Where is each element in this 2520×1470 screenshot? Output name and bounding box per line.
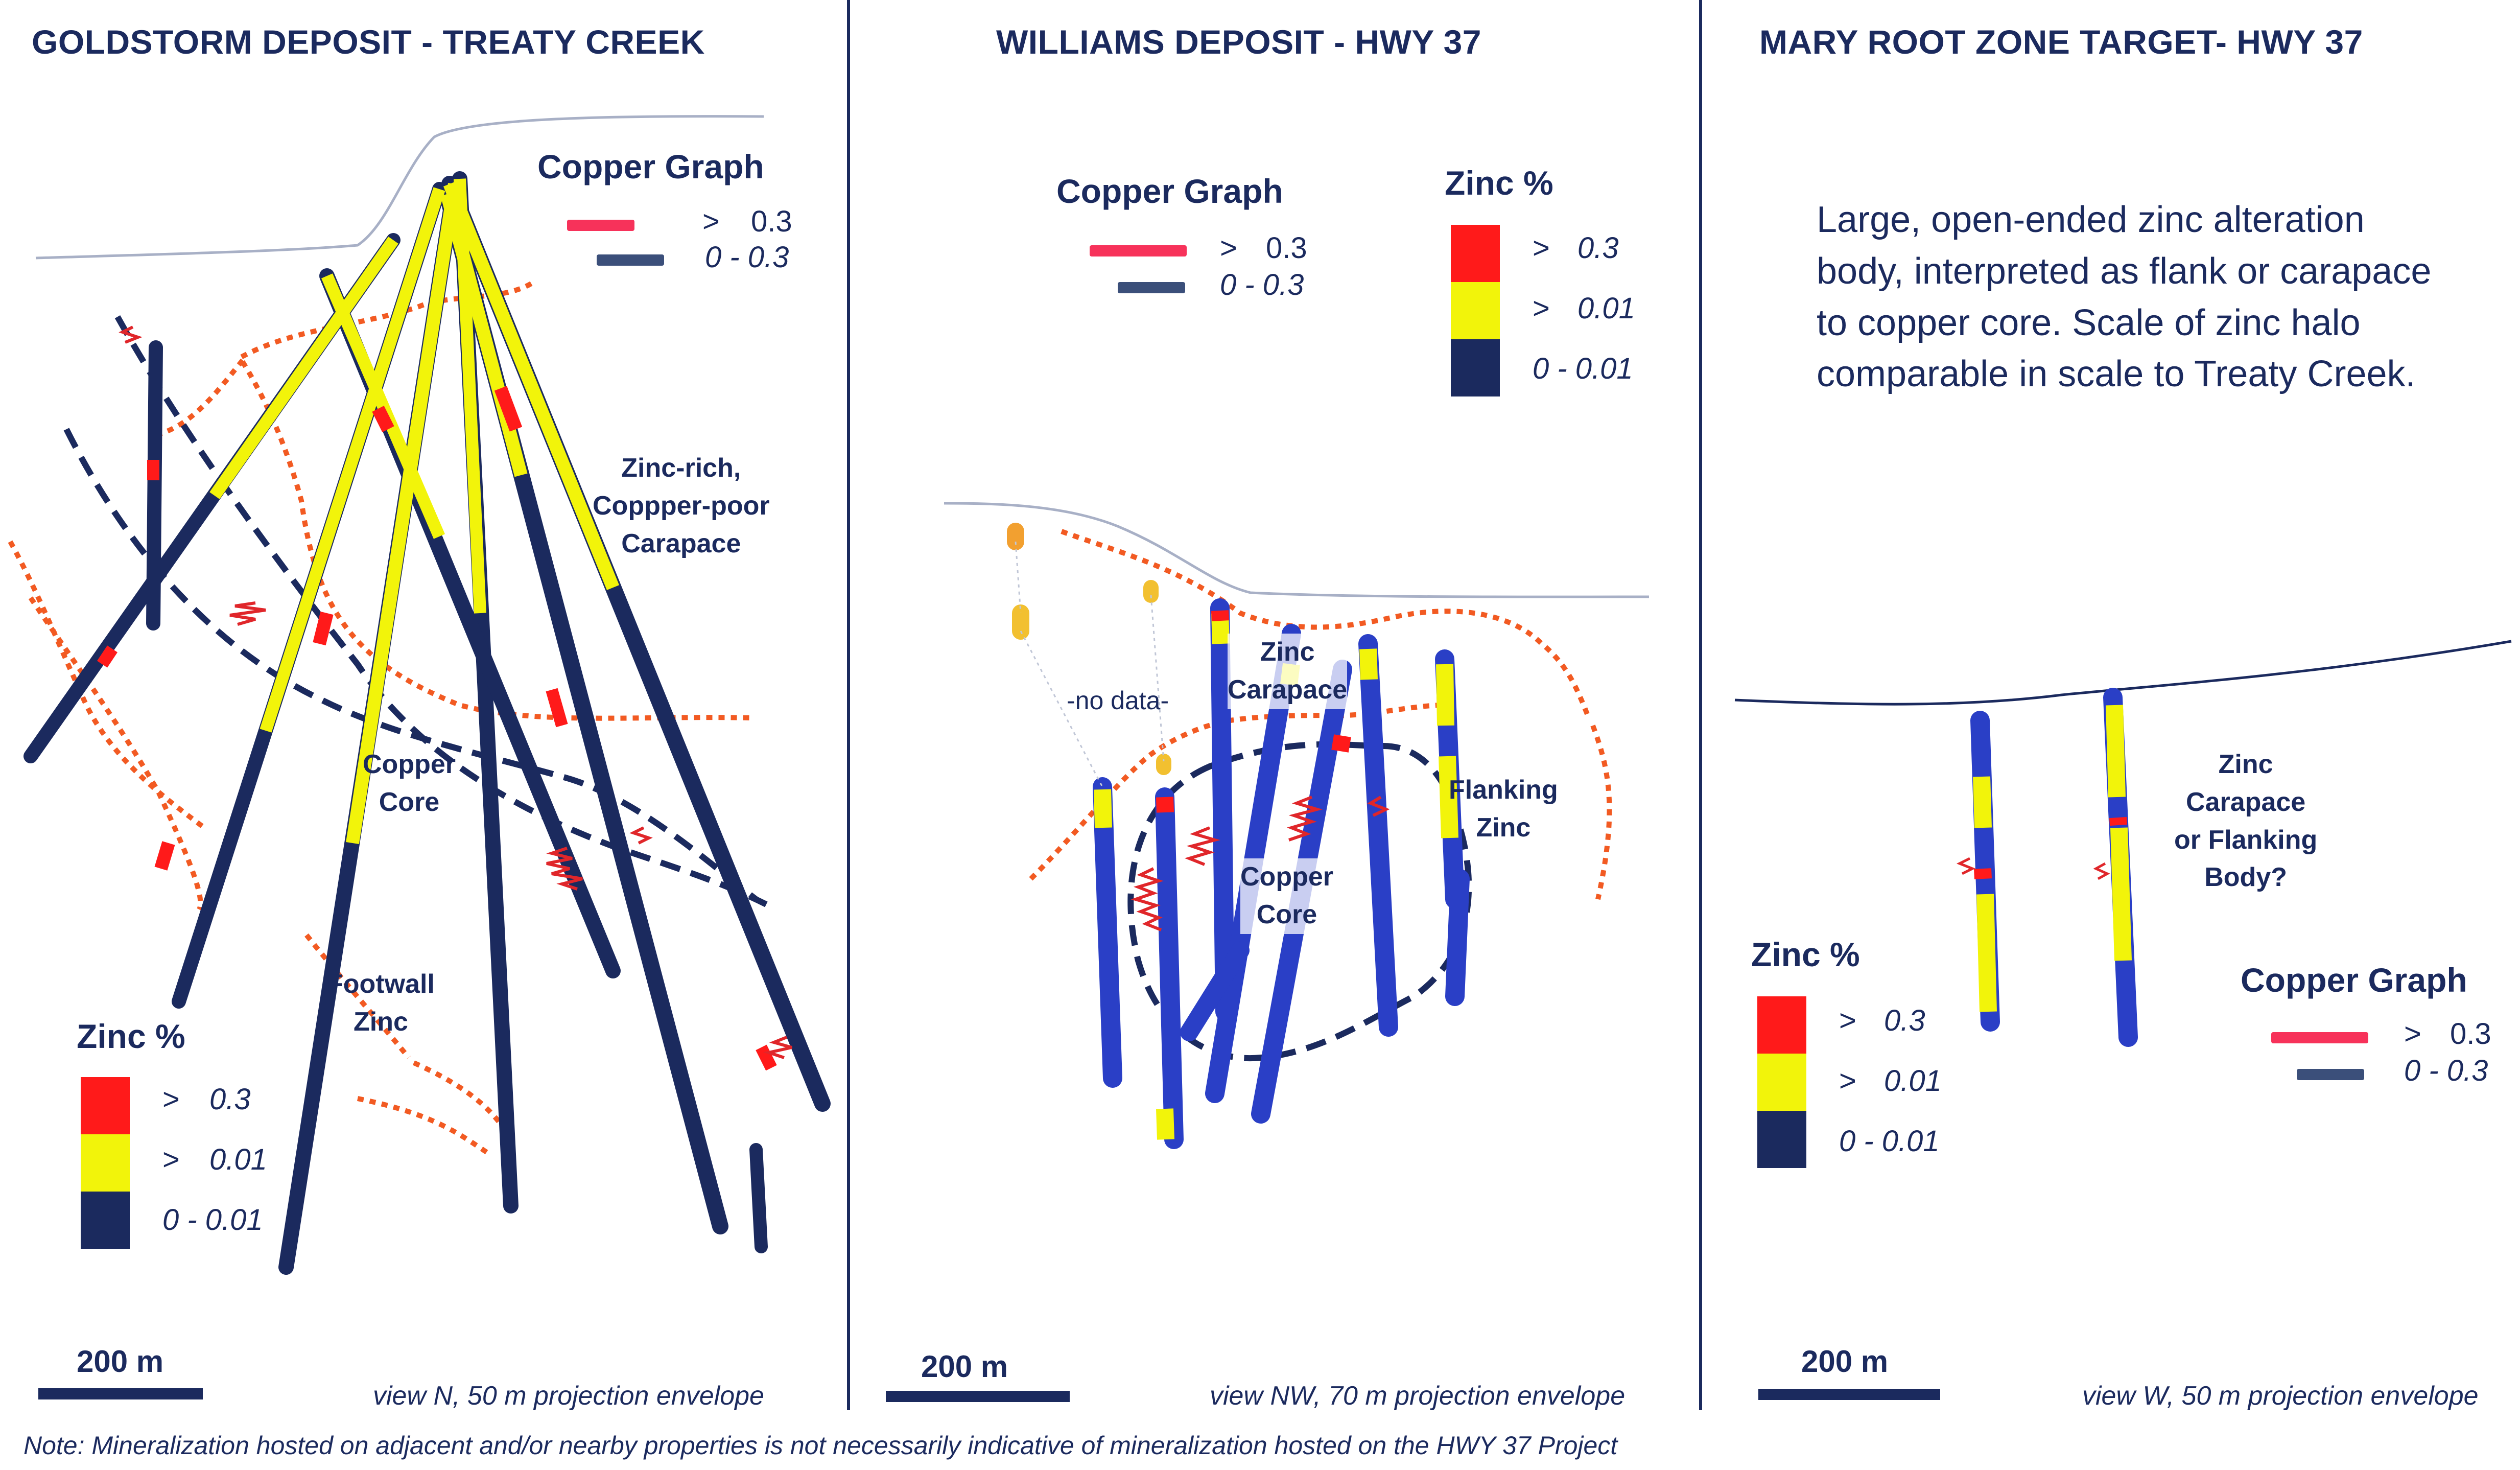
copper-assay-graphs xyxy=(1131,796,1390,931)
copper-assay-graphs xyxy=(119,325,792,1059)
zinc-mid-symbol: > xyxy=(1839,1064,1856,1098)
zinc-legend-title: Zinc % xyxy=(1751,936,1860,973)
zinc-mid-value: 0.01 xyxy=(1884,1064,1942,1098)
zinc-low-value: 0 - 0.01 xyxy=(1533,352,1633,385)
scale-bar-label: 200 m xyxy=(77,1344,164,1379)
copper-core-annotation: Copper Core xyxy=(363,750,456,817)
zinc-intervals-red xyxy=(1156,610,1351,813)
copper-core-envelope xyxy=(1127,741,1472,1061)
scale-bar-label: 200 m xyxy=(1801,1344,1889,1379)
panel-title: WILLIAMS DEPOSIT - HWY 37 xyxy=(996,23,1482,61)
view-note: view W, 50 m projection envelope xyxy=(2082,1381,2479,1411)
williams-panel: WILLIAMS DEPOSIT - HWY 37 Copper Graph >… xyxy=(852,0,1700,1411)
copper-low-swatch xyxy=(2297,1069,2364,1080)
zinc-mid-symbol: > xyxy=(1533,292,1550,325)
copper-high-swatch xyxy=(1090,245,1187,256)
zinc-high-swatch xyxy=(1757,996,1806,1054)
carapace-annotation: Zinc Carapace or Flanking Body? xyxy=(2174,750,2318,893)
footwall-annotation: Footwall Zinc xyxy=(327,969,435,1037)
copper-high-symbol: > xyxy=(1220,231,1237,265)
copper-low-value: 0 - 0.3 xyxy=(705,241,789,274)
projection-lines xyxy=(1015,541,1165,787)
zinc-high-value: 0.3 xyxy=(209,1083,251,1116)
scale-bar xyxy=(38,1388,203,1399)
mary-root-section-diagram xyxy=(1734,640,2512,1047)
drill-holes xyxy=(1970,688,2138,1047)
view-note: view NW, 70 m projection envelope xyxy=(1210,1381,1626,1411)
zinc-legend-title: Zinc % xyxy=(77,1017,185,1055)
zinc-high-symbol: > xyxy=(1533,231,1550,265)
zinc-high-symbol: > xyxy=(162,1083,180,1116)
zinc-low-swatch xyxy=(1757,1111,1806,1168)
copper-graph-legend-title: Copper Graph xyxy=(1056,172,1283,210)
topography-line xyxy=(1734,640,2512,706)
zinc-mid-swatch xyxy=(81,1134,130,1192)
zinc-low-swatch xyxy=(81,1192,130,1249)
scale-bar-label: 200 m xyxy=(921,1349,1008,1384)
copper-high-value: 0.3 xyxy=(2450,1017,2491,1051)
panel-divider xyxy=(1699,0,1702,1410)
zinc-low-swatch xyxy=(1451,339,1500,396)
no-data-annotation: -no data- xyxy=(1067,686,1169,715)
zinc-intervals-red xyxy=(97,386,777,1071)
zinc-high-value: 0.3 xyxy=(1884,1004,1925,1037)
zinc-intervals-yellow xyxy=(209,178,620,844)
copper-high-value: 0.3 xyxy=(751,205,792,238)
zinc-intervals-yellow xyxy=(1973,705,2132,1012)
copper-high-symbol: > xyxy=(2404,1017,2421,1051)
carapace-annotation: Zinc-rich, Coppper-poor Carapace xyxy=(593,453,770,558)
copper-graph-legend-title: Copper Graph xyxy=(537,148,764,185)
panel-divider xyxy=(847,0,850,1410)
williams-section-diagram xyxy=(944,502,1650,1149)
copper-high-swatch xyxy=(2271,1032,2368,1043)
copper-assay-graphs xyxy=(1956,857,2110,880)
carapace-annotation: Zinc Carapace xyxy=(1228,634,1348,709)
copper-low-swatch xyxy=(1118,282,1185,293)
copper-low-value: 0 - 0.3 xyxy=(2404,1054,2488,1087)
zinc-high-swatch xyxy=(1451,225,1500,282)
topography-line xyxy=(944,502,1650,598)
copper-low-swatch xyxy=(597,254,664,266)
description-text: Large, open-ended zinc alteration body, … xyxy=(1817,199,2432,395)
zinc-low-value: 0 - 0.01 xyxy=(1839,1125,1940,1158)
zinc-mid-swatch xyxy=(1451,282,1500,339)
zinc-intervals-red xyxy=(1974,816,2127,879)
disclaimer-footnote: Note: Mineralization hosted on adjacent … xyxy=(23,1431,1618,1460)
view-note: view N, 50 m projection envelope xyxy=(373,1381,764,1411)
panel-title: MARY ROOT ZONE TARGET- HWY 37 xyxy=(1759,23,2363,61)
zinc-high-symbol: > xyxy=(1839,1004,1856,1037)
copper-high-symbol: > xyxy=(702,205,720,238)
scale-bar xyxy=(886,1391,1070,1402)
copper-low-value: 0 - 0.3 xyxy=(1220,268,1304,301)
copper-graph-legend-title: Copper Graph xyxy=(2241,961,2467,999)
zinc-mid-swatch xyxy=(1757,1054,1806,1111)
flanking-zinc-annotation: Flanking Zinc xyxy=(1449,775,1558,843)
zinc-high-swatch xyxy=(81,1077,130,1134)
copper-high-swatch xyxy=(567,220,634,231)
scale-bar xyxy=(1758,1389,1940,1400)
zinc-envelope-contours xyxy=(8,281,751,1157)
zinc-mid-value: 0.01 xyxy=(1577,292,1635,325)
mary-root-panel: MARY ROOT ZONE TARGET- HWY 37 Large, ope… xyxy=(1704,0,2520,1411)
zinc-legend-title: Zinc % xyxy=(1445,164,1553,202)
zinc-mid-symbol: > xyxy=(162,1143,180,1176)
topography-line xyxy=(35,115,764,260)
goldstorm-panel: GOLDSTORM DEPOSIT - TREATY CREEK Copper … xyxy=(0,0,848,1411)
copper-high-value: 0.3 xyxy=(1266,231,1307,265)
panel-title: GOLDSTORM DEPOSIT - TREATY CREEK xyxy=(32,23,705,61)
no-data-holes xyxy=(1007,523,1171,775)
zinc-high-value: 0.3 xyxy=(1577,231,1619,265)
copper-core-annotation: Copper Core xyxy=(1240,858,1333,934)
goldstorm-section-diagram xyxy=(8,115,831,1275)
zinc-low-value: 0 - 0.01 xyxy=(162,1203,263,1236)
zinc-mid-value: 0.01 xyxy=(209,1143,267,1176)
